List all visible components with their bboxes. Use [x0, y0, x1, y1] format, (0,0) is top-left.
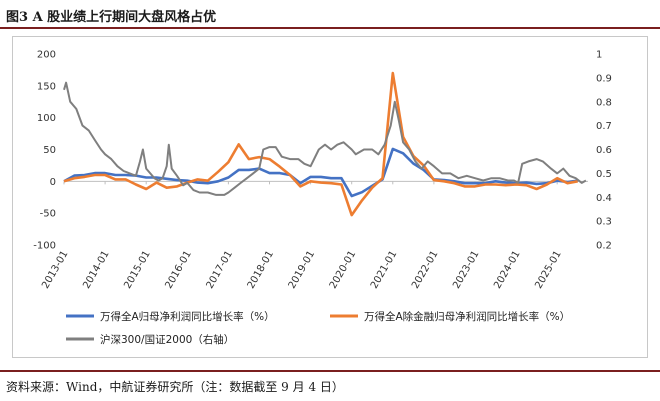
legend-label: 沪深300/国证2000（右轴） [100, 333, 234, 346]
x-tick-label: 2016-01 [163, 249, 193, 291]
figure-title: 图3 A 股业绩上行期间大盘风格占优 [6, 10, 217, 25]
y-right-tick-label: 0.9 [596, 73, 612, 84]
x-tick-label: 2023-01 [451, 249, 481, 291]
y-left-tick-label: 0 [50, 177, 56, 188]
y-left-tick-label: 200 [37, 50, 56, 61]
x-tick-label: 2015-01 [122, 249, 152, 291]
footer-divider [0, 370, 660, 372]
x-tick-label: 2025-01 [533, 249, 563, 291]
y-right-tick-label: 0.5 [596, 169, 612, 180]
y-right-tick-label: 0.6 [596, 145, 612, 156]
series-line-2 [63, 71, 578, 217]
y-right-tick-label: 0.7 [596, 121, 612, 132]
series-line-3 [63, 81, 587, 196]
y-left-tick-label: -50 [40, 209, 56, 220]
title-divider [0, 27, 660, 29]
series-line-1 [63, 147, 578, 198]
x-tick-label: 2022-01 [410, 249, 440, 291]
y-right-tick-label: 1 [596, 50, 602, 61]
y-right-tick-label: 0.2 [596, 241, 612, 252]
x-tick-label: 2024-01 [492, 249, 522, 291]
chart-frame [12, 36, 648, 358]
x-tick-label: 2017-01 [205, 249, 235, 291]
y-right-tick-label: 0.8 [596, 97, 612, 108]
legend-label: 万得全A除金融归母净利润同比增长率（%） [364, 310, 570, 323]
y-right-tick-label: 0.4 [596, 193, 612, 204]
y-left-tick-label: 150 [37, 81, 56, 92]
x-tick-label: 2020-01 [328, 249, 358, 291]
x-tick-label: 2018-01 [246, 249, 276, 291]
y-left-tick-label: 50 [43, 145, 56, 156]
y-left-tick-label: -100 [33, 241, 56, 252]
legend-label: 万得全A归母净利润同比增长率（%） [100, 310, 275, 323]
x-tick-label: 2013-01 [40, 249, 70, 291]
x-tick-label: 2014-01 [81, 249, 111, 291]
x-tick-label: 2019-01 [287, 249, 317, 291]
y-right-tick-label: 0.3 [596, 217, 612, 228]
source-note: 资料来源：Wind，中航证券研究所（注：数据截至 9 月 4 日） [6, 380, 344, 394]
x-tick-label: 2021-01 [369, 249, 399, 291]
y-left-tick-label: 100 [37, 113, 56, 124]
